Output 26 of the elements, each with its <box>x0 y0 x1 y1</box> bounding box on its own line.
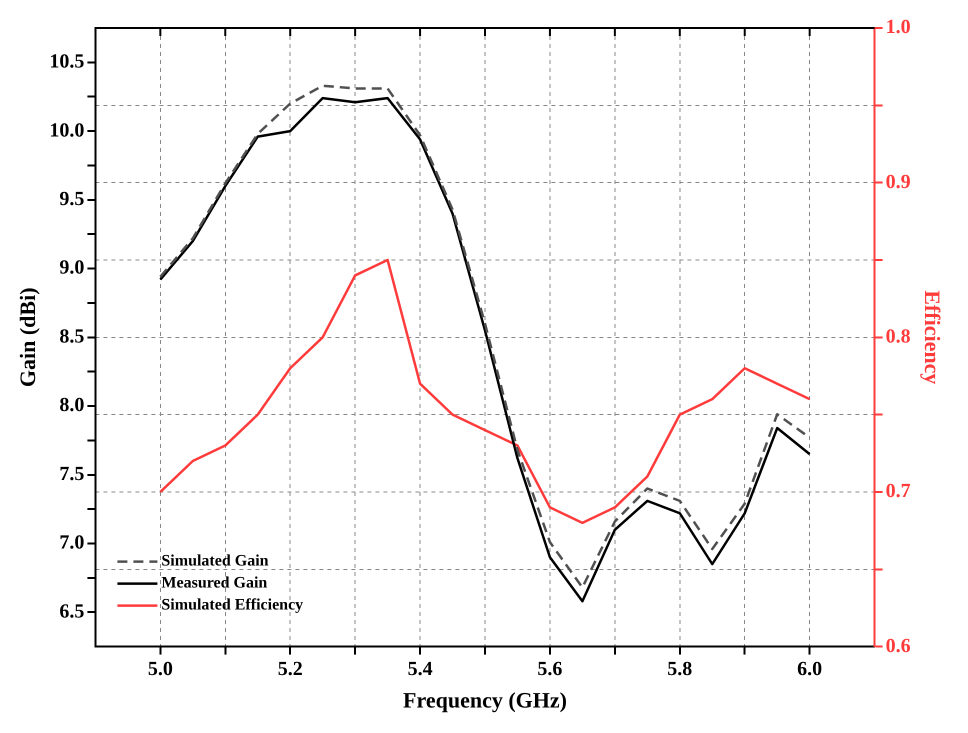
x-tick-label: 5.4 <box>408 658 433 680</box>
y-tick-label: 8.0 <box>59 394 84 416</box>
y2-tick-label: 0.6 <box>886 634 911 657</box>
y-axis-title: Gain (dBi) <box>14 287 40 388</box>
y-tick-label: 7.5 <box>59 462 84 485</box>
y-tick-label: 10.0 <box>49 119 84 142</box>
y-tick-label: 9.0 <box>59 256 84 279</box>
x-tick-label: 6.0 <box>797 658 822 680</box>
x-axis-title: Frequency (GHz) <box>403 687 567 712</box>
y-tick-label: 6.5 <box>59 600 84 622</box>
y2-tick-label: 1.0 <box>886 16 911 38</box>
x-tick-label: 5.2 <box>278 658 303 680</box>
y2-tick-label: 0.9 <box>886 170 911 193</box>
y-tick-label: 9.5 <box>59 188 84 210</box>
y2-axis-title: Efficiency <box>920 290 946 384</box>
y-tick-label: 10.5 <box>49 50 84 73</box>
legend-label: Simulated Efficiency <box>161 596 304 614</box>
x-tick-label: 5.8 <box>667 658 692 680</box>
y2-tick-label: 0.7 <box>886 480 911 502</box>
y2-tick-label: 0.8 <box>886 325 911 348</box>
legend-label: Measured Gain <box>161 574 268 592</box>
x-tick-label: 5.6 <box>537 658 562 680</box>
legend-label: Simulated Gain <box>161 552 269 570</box>
y-tick-label: 7.0 <box>59 532 84 554</box>
x-tick-label: 5.0 <box>148 658 173 680</box>
y-tick-label: 8.5 <box>59 325 84 348</box>
